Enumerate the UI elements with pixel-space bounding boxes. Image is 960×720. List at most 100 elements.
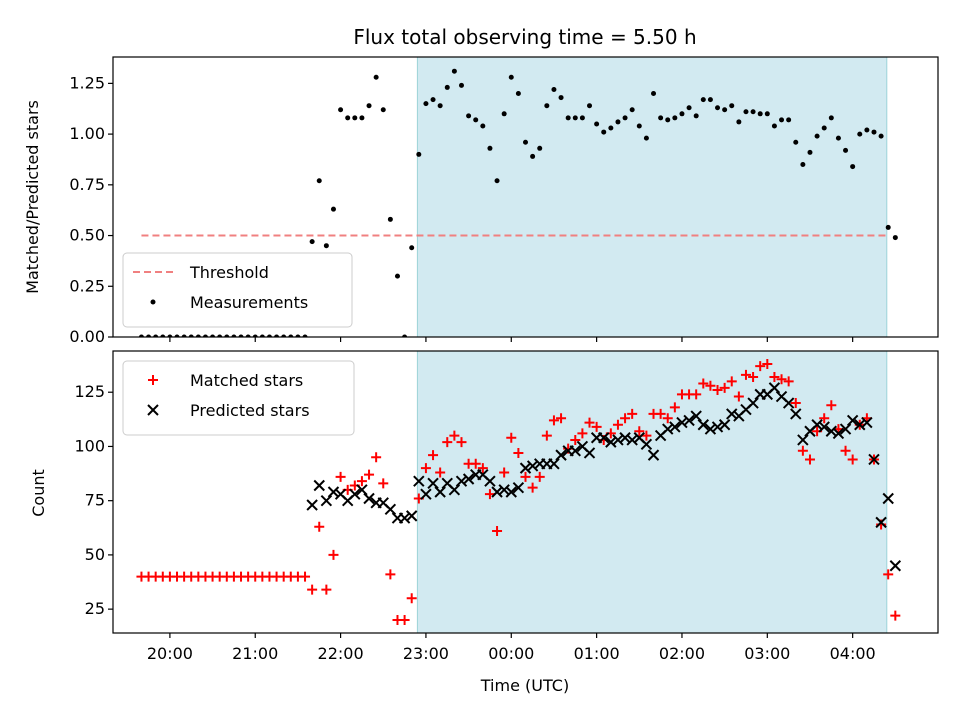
matched-star-point (691, 389, 702, 400)
measurement-point (281, 334, 287, 337)
predicted-star-point (640, 438, 653, 450)
matched-star-point (406, 593, 417, 604)
matched-star-point (328, 549, 339, 560)
matched-star-point (499, 467, 510, 478)
observing-window-band (416, 56, 888, 338)
measurement-point (302, 334, 308, 337)
predicted-star-point (747, 397, 759, 409)
measurement-point (217, 334, 223, 337)
measurement-point (309, 239, 315, 245)
matched-star-point (641, 430, 652, 441)
predicted-star-point (484, 475, 496, 487)
matched-star-point (591, 421, 602, 432)
predicted-star-point (669, 421, 681, 433)
measurement-point (195, 334, 201, 337)
axes-frame (112, 350, 939, 634)
measurement-point (359, 115, 365, 121)
measurement-point (622, 115, 628, 121)
measurement-point (672, 115, 678, 121)
matched-star-point (804, 454, 815, 465)
measurement-point (224, 334, 230, 337)
measurement-point (430, 97, 436, 103)
predicted-star-point (790, 408, 802, 420)
predicted-star-point (697, 419, 710, 431)
measurement-point (288, 334, 294, 337)
predicted-star-point (854, 419, 866, 431)
measurement-point (444, 84, 450, 90)
measurement-point (579, 115, 585, 121)
y-tick-label: 50 (85, 545, 105, 564)
measurement-point (451, 68, 457, 74)
measurement-point (174, 334, 180, 337)
measurement-point (352, 115, 358, 121)
predicted-star-point (711, 421, 724, 433)
measurement-point (394, 273, 400, 279)
measurement-point (594, 121, 600, 127)
measurement-point (587, 103, 593, 109)
measurement-point (501, 111, 507, 117)
measurement-point (146, 334, 152, 337)
matched-star-point (470, 458, 481, 469)
measurement-point (629, 107, 635, 113)
measurement-point (167, 334, 173, 337)
predicted-star-point (605, 436, 617, 448)
y-tick-label: 25 (85, 599, 105, 618)
measurement-point (729, 103, 735, 109)
measurement-point (764, 111, 770, 117)
matched-star-point (527, 482, 538, 493)
measurement-point (835, 135, 841, 141)
measurement-point (274, 334, 280, 337)
legend-measurements-marker (150, 299, 156, 305)
measurement-point (245, 334, 251, 337)
predicted-star-point (512, 481, 525, 494)
matched-star-point (385, 569, 396, 580)
predicted-star-point (320, 494, 333, 507)
predicted-star-point (626, 434, 638, 446)
measurement-point (480, 123, 486, 129)
measurement-point (793, 139, 799, 145)
measurement-point (885, 224, 891, 230)
measurement-point (551, 86, 557, 92)
matched-star-point (655, 408, 666, 419)
matched-star-point (740, 369, 751, 380)
measurement-point (743, 109, 749, 115)
measurement-point (295, 334, 301, 337)
predicted-star-point (647, 449, 660, 461)
predicted-star-point (690, 410, 702, 422)
matched-star-point (726, 376, 737, 387)
measurement-point (715, 105, 721, 111)
matched-star-point (335, 471, 346, 482)
measurement-point (238, 334, 244, 337)
matched-star-point (307, 584, 318, 595)
matched-star-point (534, 471, 545, 482)
matched-star-point (790, 398, 801, 409)
matched-star-point (783, 376, 794, 387)
x-tick-label: 01:00 (574, 644, 620, 663)
predicted-star-point (384, 503, 397, 516)
matched-star-point (364, 469, 375, 480)
top-chart-title: Flux total observing time = 5.50 h (353, 25, 696, 49)
x-tick-label: 21:00 (232, 644, 278, 663)
matched-star-point (719, 382, 730, 393)
matched-star-point (570, 434, 581, 445)
predicted-star-point (398, 512, 411, 524)
measurement-point (437, 103, 443, 109)
x-tick-label: 22:00 (318, 644, 364, 663)
legend-predicted-stars-marker (147, 404, 159, 416)
matched-star-point (748, 372, 759, 383)
measurement-point (850, 164, 856, 170)
measurement-point (416, 151, 422, 157)
predicted-star-point (519, 462, 532, 474)
predicted-star-point (839, 423, 852, 435)
matched-star-point (356, 476, 367, 487)
matched-star-point (506, 432, 517, 443)
measurement-point (494, 178, 500, 184)
measurement-point (601, 129, 607, 135)
measurement-point (843, 147, 849, 153)
matched-star-point (883, 569, 894, 580)
matched-star-point (300, 571, 311, 582)
matched-star-point (712, 385, 723, 396)
predicted-star-point (555, 449, 567, 461)
measurement-point (700, 97, 706, 103)
